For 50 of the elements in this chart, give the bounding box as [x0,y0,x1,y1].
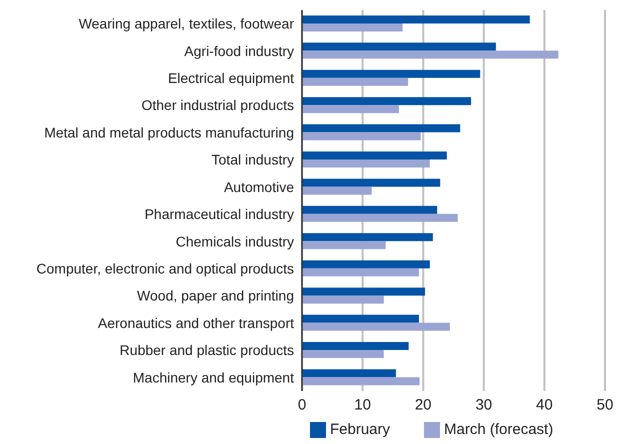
bar [302,78,408,86]
bar [302,288,426,296]
bar [302,350,384,358]
bar [302,42,496,51]
bar [302,124,460,132]
bar [302,15,530,24]
y-tick-label: Machinery and equipment [132,369,294,386]
bar [302,342,409,350]
x-tick-label: 50 [596,396,614,414]
bar [302,132,421,140]
x-tick-label: 20 [414,396,432,414]
legend-label: February [330,420,390,438]
bar [302,377,420,386]
bar [302,268,419,276]
bar [302,206,438,214]
y-tick-label: Wearing apparel, textiles, footwear [78,16,294,32]
bar [302,314,419,323]
bar [302,260,430,268]
x-tick-label: 30 [475,396,492,414]
legend-label: March (forecast) [444,420,554,438]
x-tick-label: 40 [536,396,553,414]
bar [302,50,558,59]
bar [302,23,403,32]
bar [302,322,450,331]
bar [302,369,396,378]
y-tick-label: Aeronautics and other transport [98,314,294,331]
y-tick-label: Wood, paper and printing [137,288,294,304]
bar [302,152,447,160]
bar [302,178,440,187]
y-tick-label: Total industry [212,152,294,168]
x-tick-label: 0 [298,396,306,414]
y-tick-label: Chemicals industry [176,233,294,250]
y-tick-label: Pharmaceutical industry [144,206,294,222]
y-tick-label: Automotive [224,178,294,195]
y-tick-label: Electrical equipment [168,70,294,86]
y-tick-label: Other industrial products [141,97,294,114]
bar [302,105,399,114]
bar [302,186,372,195]
bar [302,97,472,106]
y-tick-label: Rubber and plastic products [120,342,294,358]
bar [302,233,433,242]
y-tick-label: Agri-food industry [184,42,294,59]
bar [302,70,480,78]
x-tick-label: 10 [354,396,371,414]
bar [302,241,386,250]
y-tick-label: Metal and metal products manufacturing [44,124,294,140]
y-tick-label: Computer, electronic and optical products [36,260,294,276]
bar [302,160,430,168]
bar [302,296,384,304]
bar [302,214,458,222]
